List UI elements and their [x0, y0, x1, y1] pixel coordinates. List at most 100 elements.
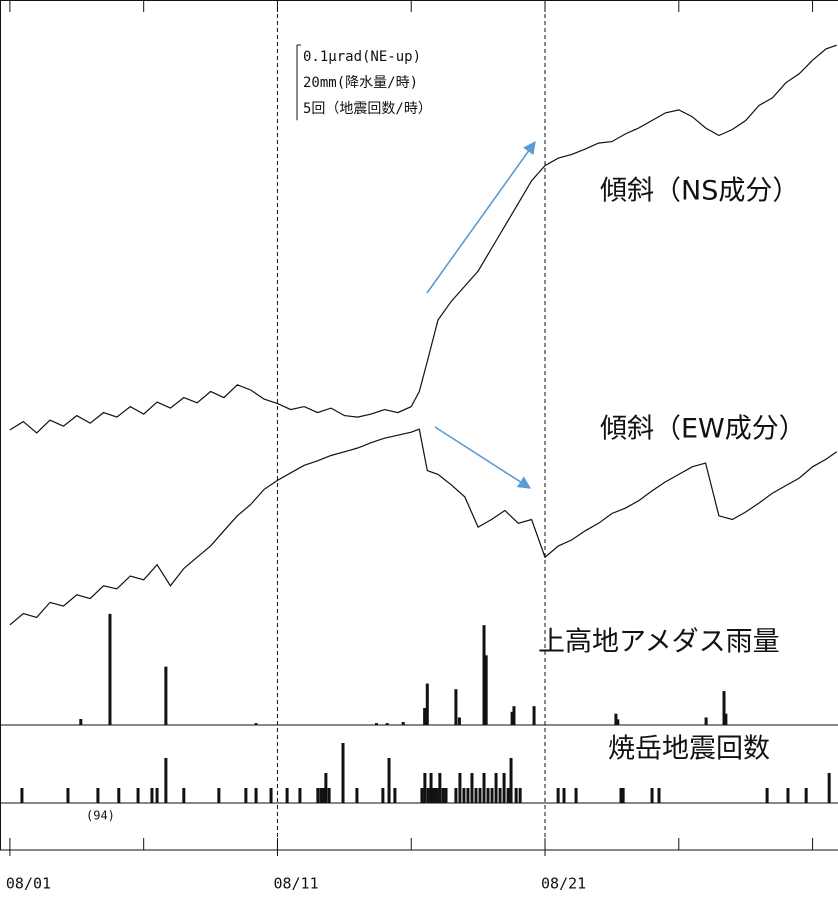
bar	[704, 717, 708, 725]
bar	[432, 788, 436, 803]
bar	[562, 788, 566, 803]
bar	[494, 773, 498, 803]
bar	[462, 788, 466, 803]
bar	[438, 773, 442, 803]
bar	[20, 788, 24, 803]
x-tick-label: 08/01	[6, 875, 51, 893]
bar	[327, 788, 331, 803]
bar	[322, 788, 326, 803]
bar	[79, 718, 83, 725]
bar	[556, 788, 560, 803]
bar	[341, 743, 345, 803]
series-label: 傾斜（EW成分）	[600, 414, 806, 445]
scale-bar-group: 0.1μrad(NE-up) 20mm(降水量/時) 5回（地震回数/時）	[303, 49, 432, 117]
bar	[474, 788, 478, 803]
bar	[381, 788, 385, 803]
bar	[441, 788, 445, 803]
bar	[466, 788, 470, 803]
bar	[387, 758, 391, 803]
bar	[482, 625, 486, 725]
bar	[401, 721, 405, 725]
bar	[514, 788, 518, 803]
bar	[66, 788, 70, 803]
bar	[182, 788, 186, 803]
bar	[420, 788, 424, 803]
trend-arrow	[426, 140, 536, 294]
bar	[254, 788, 258, 803]
bar	[374, 723, 378, 725]
bar	[502, 773, 506, 803]
bar	[490, 788, 494, 803]
bar	[512, 706, 516, 725]
bar	[621, 788, 625, 803]
bar	[150, 788, 154, 803]
bar	[355, 788, 359, 803]
bar	[486, 788, 490, 803]
bar	[244, 788, 248, 803]
bar	[117, 788, 121, 803]
bar	[458, 773, 462, 803]
bar	[429, 773, 433, 803]
bar	[385, 723, 389, 725]
bar	[532, 706, 536, 725]
x-tick-label: 08/21	[541, 875, 586, 893]
bar	[470, 773, 474, 803]
bar	[254, 723, 258, 725]
bar	[423, 773, 427, 803]
bar	[136, 788, 140, 803]
bar	[319, 788, 323, 803]
tilt-line	[9, 428, 838, 626]
bar	[827, 773, 831, 803]
bar	[765, 788, 769, 803]
bar	[435, 788, 439, 803]
bar	[324, 773, 328, 803]
bar	[423, 708, 427, 725]
bar	[108, 613, 112, 725]
bar	[425, 683, 429, 725]
bar	[444, 788, 448, 803]
bar	[164, 758, 168, 803]
panel-title: 焼岳地震回数	[608, 734, 770, 765]
bar	[510, 711, 514, 725]
panel-title: 上高地アメダス雨量	[538, 627, 780, 658]
bar	[478, 788, 482, 803]
bar	[786, 788, 790, 803]
annotation: (94)	[86, 809, 115, 823]
bar	[518, 788, 522, 803]
bar	[454, 788, 458, 803]
bar	[657, 788, 661, 803]
bar	[722, 691, 726, 725]
frame	[0, 0, 838, 851]
bar	[509, 758, 513, 803]
bar	[724, 713, 728, 725]
bar	[506, 788, 510, 803]
bar	[155, 788, 159, 803]
bar	[426, 788, 430, 803]
series-label: 傾斜（NS成分）	[600, 176, 799, 207]
bar	[614, 713, 618, 725]
trend-arrow	[434, 426, 532, 489]
bar	[616, 719, 620, 725]
bar	[484, 655, 488, 725]
bar	[269, 788, 273, 803]
scale-label: 5回（地震回数/時）	[303, 101, 432, 117]
bar	[316, 788, 320, 803]
bar	[650, 788, 654, 803]
tilt-line	[9, 44, 837, 434]
x-tick-label: 08/11	[273, 875, 318, 893]
bar	[619, 788, 623, 803]
bar	[96, 788, 100, 803]
bar	[164, 666, 168, 725]
bar	[285, 788, 289, 803]
bar	[482, 773, 486, 803]
bar	[574, 788, 578, 803]
bar	[498, 788, 502, 803]
bar	[457, 717, 461, 725]
scale-label: 20mm(降水量/時)	[303, 75, 418, 91]
bar	[393, 788, 397, 803]
bar	[298, 788, 302, 803]
bar	[454, 689, 458, 725]
bar	[217, 788, 221, 803]
scale-label: 0.1μrad(NE-up)	[303, 49, 421, 65]
